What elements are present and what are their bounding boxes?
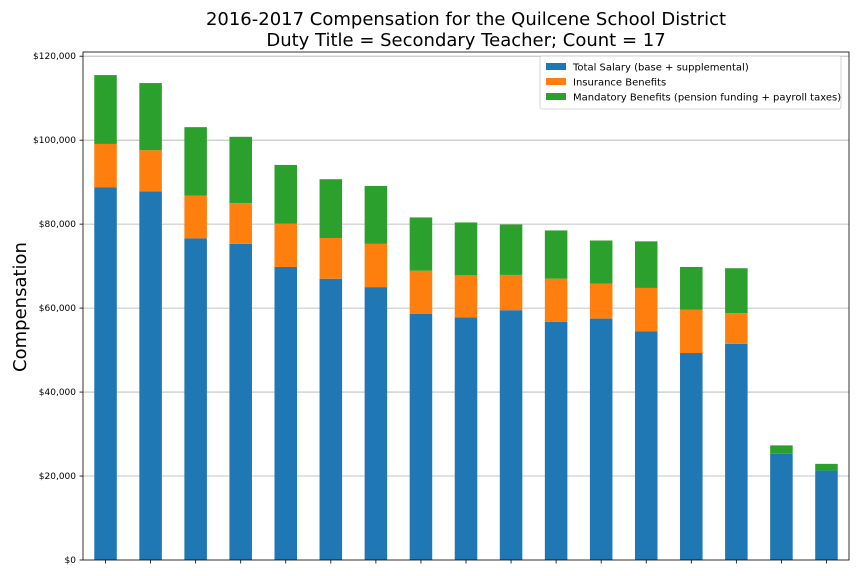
y-tick-label: $80,000 [39, 220, 76, 230]
bar-mandatory-benefits [499, 224, 523, 275]
legend-entry: Insurance Benefits [573, 78, 666, 89]
bar-insurance-benefits [409, 270, 433, 314]
bar-mandatory-benefits [409, 217, 433, 271]
bar-mandatory-benefits [94, 75, 117, 144]
bar-total-salary [680, 353, 703, 560]
legend-entry: Total Salary (base + supplemental) [572, 63, 749, 74]
bar-total-salary [319, 278, 343, 560]
bar-insurance-benefits [274, 223, 298, 267]
chart-subtitle: Duty Title = Secondary Teacher; Count = … [266, 30, 665, 51]
bar-mandatory-benefits [815, 463, 838, 471]
bar-total-salary [229, 243, 252, 561]
bar-mandatory-benefits [274, 164, 298, 224]
bar-mandatory-benefits [589, 240, 613, 284]
bar-insurance-benefits [319, 237, 343, 279]
y-tick-label: $0 [65, 556, 77, 566]
chart-title: 2016-2017 Compensation for the Quilcene … [206, 9, 726, 30]
bar-total-salary [454, 317, 478, 560]
bar-mandatory-benefits [770, 445, 793, 454]
y-axis: $0 $20,000 $40,000 $60,000 $80,000 $100,000 $1… [33, 52, 83, 566]
bar-insurance-benefits [499, 274, 523, 311]
y-tick-label: $120,000 [33, 52, 76, 62]
legend-entry: Mandatory Benefits (pension funding + pa… [573, 93, 841, 104]
bar-total-salary [634, 331, 658, 560]
bar-insurance-benefits [454, 275, 478, 318]
bar-total-salary [499, 310, 523, 560]
bar-mandatory-benefits [725, 268, 748, 314]
y-tick-label: $100,000 [33, 136, 76, 146]
bar-mandatory-benefits [184, 127, 207, 196]
bar-mandatory-benefits [454, 222, 478, 276]
bars [94, 75, 838, 561]
bar-insurance-benefits [544, 278, 568, 322]
bar-insurance-benefits [634, 287, 658, 332]
bar-total-salary [94, 187, 117, 561]
bar-mandatory-benefits [229, 136, 252, 204]
bar-insurance-benefits [184, 195, 207, 239]
legend-box [539, 55, 842, 110]
bar-mandatory-benefits [319, 179, 343, 238]
bar-insurance-benefits [229, 203, 252, 244]
bar-total-salary [274, 266, 298, 560]
y-axis-label: Compensation [10, 242, 31, 372]
bar-total-salary [544, 321, 568, 560]
legend-swatch [546, 93, 566, 100]
bar-total-salary [184, 238, 207, 560]
legend: Total Salary (base + supplemental) Insura… [539, 55, 842, 110]
legend-swatch [546, 78, 566, 85]
bar-total-salary [364, 287, 388, 560]
bar-total-salary [409, 313, 433, 560]
bar-insurance-benefits [589, 283, 613, 319]
bar-mandatory-benefits [680, 266, 703, 310]
bar-mandatory-benefits [544, 230, 568, 279]
bar-total-salary [725, 343, 748, 560]
x-axis [105, 560, 827, 564]
bar-insurance-benefits [139, 150, 162, 192]
bar-mandatory-benefits [364, 185, 388, 244]
bar-insurance-benefits [94, 143, 117, 188]
y-tick-label: $60,000 [39, 304, 76, 314]
bar-total-salary [589, 318, 613, 560]
bar-total-salary [770, 453, 793, 560]
bar-mandatory-benefits [634, 241, 658, 288]
bar-total-salary [139, 191, 162, 560]
bar-insurance-benefits [364, 243, 388, 288]
legend-swatch [546, 63, 566, 70]
y-tick-label: $40,000 [39, 388, 76, 398]
bar-mandatory-benefits [139, 83, 162, 151]
bar-total-salary [815, 470, 838, 560]
bar-insurance-benefits [725, 313, 748, 344]
y-tick-label: $20,000 [39, 472, 76, 482]
bar-insurance-benefits [680, 309, 703, 354]
